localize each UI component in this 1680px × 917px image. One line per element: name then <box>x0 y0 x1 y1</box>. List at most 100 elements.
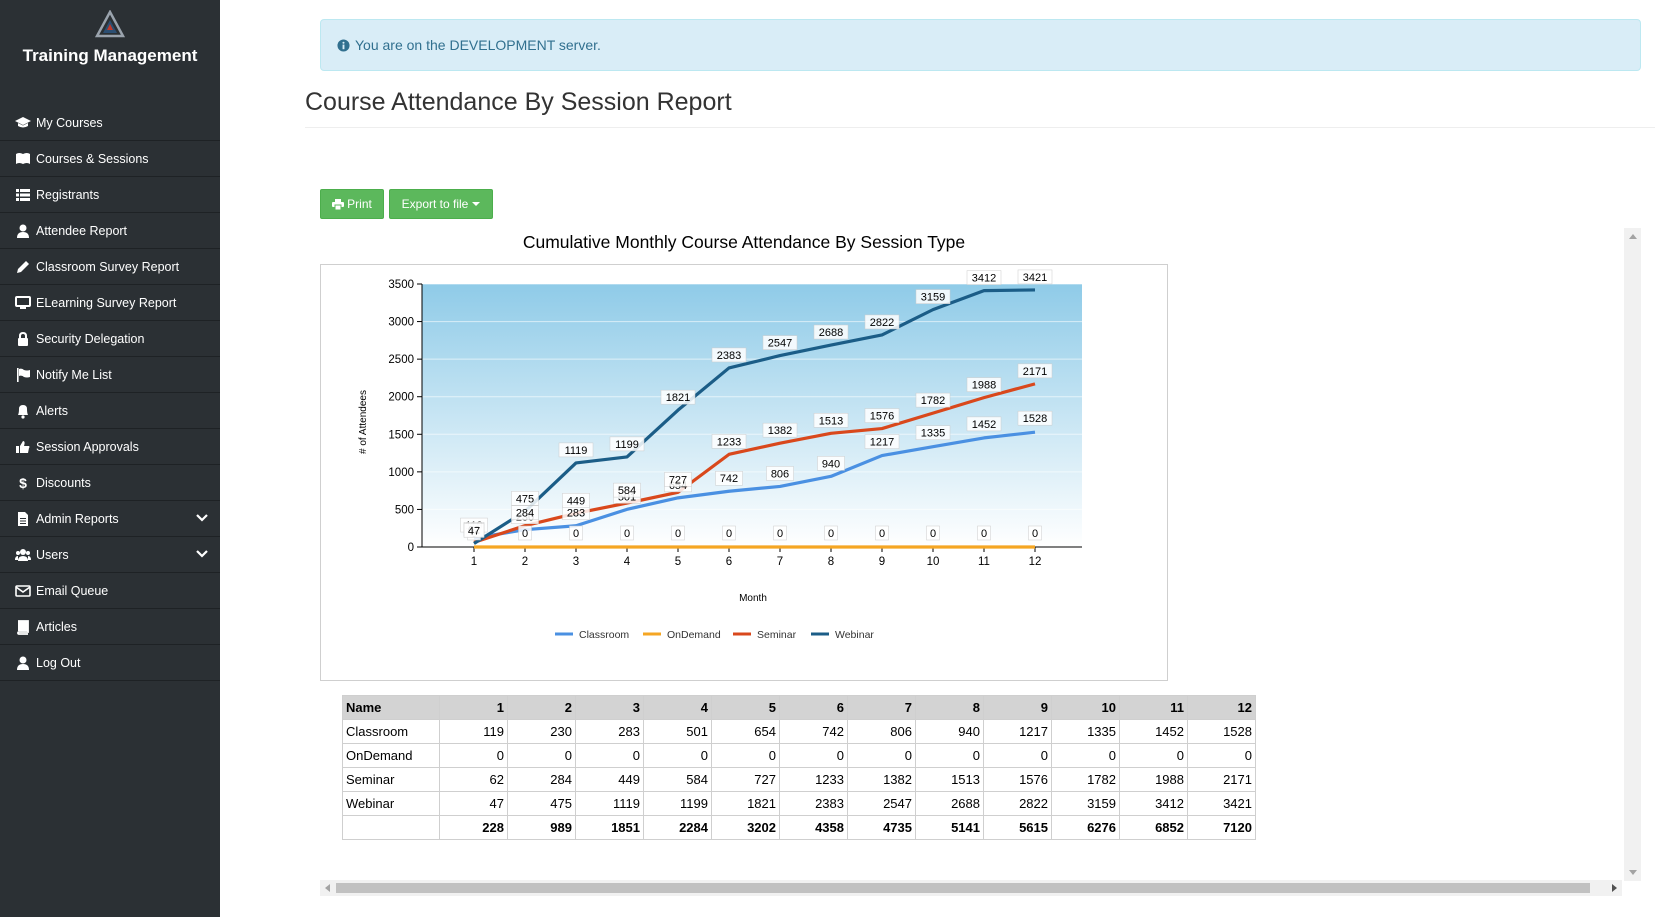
table-cell: 501 <box>643 719 712 744</box>
sidebar-item-elearning-survey-report[interactable]: ELearning Survey Report <box>0 285 220 321</box>
scroll-down-icon[interactable] <box>1629 870 1637 875</box>
table-cell: 584 <box>643 767 712 792</box>
sidebar-item-notify-me-list[interactable]: Notify Me List <box>0 357 220 393</box>
sidebar-item-registrants[interactable]: Registrants <box>0 177 220 213</box>
scroll-left-icon[interactable] <box>325 884 330 892</box>
data-label-bg <box>569 525 583 541</box>
data-label-text: 1821 <box>666 392 690 404</box>
data-label: 1782 <box>915 392 951 408</box>
column-header-month: 3 <box>575 695 644 720</box>
x-tick-label: 1 <box>471 556 477 568</box>
data-label: 0 <box>569 525 583 541</box>
total-cell: 3202 <box>711 815 780 840</box>
sidebar-item-articles[interactable]: Articles <box>0 609 220 645</box>
sidebar-item-label: Admin Reports <box>36 511 119 526</box>
table-row: Seminar 62 284 449 584 727 1233 1382 1513 1576 178… <box>342 767 1256 792</box>
thumbs-up-icon <box>13 439 33 455</box>
brand-title[interactable]: Training Management <box>22 46 198 65</box>
table-cell: 1335 <box>1051 719 1120 744</box>
chevron-down-icon[interactable] <box>196 548 208 563</box>
sidebar-item-alerts[interactable]: Alerts <box>0 393 220 429</box>
table-row: Webinar 47 475 1119 1199 1821 2383 2547 2688 2822… <box>342 791 1256 816</box>
sidebar-item-label: Session Approvals <box>36 439 139 454</box>
x-tick-label: 6 <box>726 556 732 568</box>
table-list-icon <box>13 187 33 203</box>
data-label-bg <box>463 523 485 538</box>
data-label: 806 <box>766 466 794 481</box>
data-label: 0 <box>1028 525 1042 541</box>
table-cell: 1528 <box>1187 719 1256 744</box>
table-cell: 0 <box>915 743 984 768</box>
dollar-icon: $ <box>13 475 33 491</box>
sidebar-item-attendee-report[interactable]: Attendee Report <box>0 213 220 249</box>
data-label-text: 1335 <box>921 428 945 440</box>
lock-icon <box>13 331 33 347</box>
data-label-text: 0 <box>777 528 783 540</box>
svg-text:$: $ <box>19 475 27 491</box>
data-label: 0 <box>722 525 736 541</box>
sidebar-item-classroom-survey-report[interactable]: Classroom Survey Report <box>0 249 220 285</box>
data-label-text: 0 <box>624 528 630 540</box>
data-label-text: 0 <box>573 528 579 540</box>
data-label-text: 1233 <box>717 436 741 448</box>
table-cell: 940 <box>915 719 984 744</box>
column-header-month: 11 <box>1119 695 1188 720</box>
table-cell: 806 <box>847 719 916 744</box>
data-label: 1528 <box>1017 410 1053 426</box>
sidebar-item-courses-and-sessions[interactable]: Courses & Sessions <box>0 141 220 177</box>
sidebar-item-email-queue[interactable]: Email Queue <box>0 573 220 609</box>
sidebar-item-session-approvals[interactable]: Session Approvals <box>0 429 220 465</box>
pencil-icon <box>13 259 33 275</box>
data-label-bg <box>762 422 798 438</box>
alert-text: You are on the DEVELOPMENT server. <box>355 37 601 53</box>
y-tick-label: 1500 <box>388 429 414 441</box>
data-label-bg <box>762 335 798 350</box>
total-cell: 989 <box>507 815 576 840</box>
logo-icon <box>95 10 125 38</box>
table-cell: 1233 <box>779 767 848 792</box>
sidebar-item-label: Alerts <box>36 403 68 418</box>
divider <box>305 127 1655 128</box>
data-label-bg <box>773 525 787 541</box>
sidebar-item-label: Courses & Sessions <box>36 151 149 166</box>
data-label-bg <box>817 456 845 471</box>
sidebar-item-label: Classroom Survey Report <box>36 259 180 274</box>
data-label-text: 1199 <box>615 439 639 451</box>
vertical-scrollbar[interactable] <box>1624 228 1641 881</box>
table-cell: 654 <box>711 719 780 744</box>
sidebar-item-log-out[interactable]: Log Out <box>0 645 220 681</box>
data-label: 1452 <box>966 416 1002 432</box>
table-cell: 1217 <box>983 719 1052 744</box>
data-label: 3159 <box>915 289 951 304</box>
data-label-bg <box>1028 525 1042 541</box>
horizontal-scrollbar[interactable] <box>320 880 1622 896</box>
legend-item-seminar: Seminar <box>733 629 797 641</box>
data-label-text: 2822 <box>870 317 894 329</box>
row-name: Webinar <box>342 791 440 816</box>
scrollbar-thumb[interactable] <box>336 883 1590 893</box>
chevron-down-icon[interactable] <box>196 512 208 527</box>
table-cell: 1382 <box>847 767 916 792</box>
sidebar-item-security-delegation[interactable]: Security Delegation <box>0 321 220 357</box>
table-cell: 0 <box>779 743 848 768</box>
sidebar-item-label: Attendee Report <box>36 223 128 238</box>
attendance-table: Name 1 2 3 4 5 6 7 8 9 10 11 12 Classroom 119 230 283 5… <box>342 695 1256 840</box>
sidebar-item-users[interactable]: Users <box>0 537 220 573</box>
table-cell: 2688 <box>915 791 984 816</box>
data-label: 1217 <box>864 434 900 449</box>
data-label-bg <box>915 425 951 440</box>
sidebar-item-label: Users <box>36 547 69 562</box>
table-cell: 1821 <box>711 791 780 816</box>
sidebar-item-admin-reports[interactable]: Admin Reports <box>0 501 220 537</box>
table-cell: 3412 <box>1119 791 1188 816</box>
sidebar-item-discounts[interactable]: $ Discounts <box>0 465 220 501</box>
scroll-up-icon[interactable] <box>1629 234 1637 239</box>
scroll-right-icon[interactable] <box>1612 884 1617 892</box>
print-button[interactable]: Print <box>320 189 384 219</box>
data-label-text: 1217 <box>870 437 894 449</box>
data-label-text: 0 <box>726 528 732 540</box>
sidebar-item-my-courses[interactable]: My Courses <box>0 105 220 141</box>
data-label-text: 1988 <box>972 380 996 392</box>
export-dropdown-button[interactable]: Export to file <box>389 189 493 219</box>
data-label: 0 <box>773 525 787 541</box>
